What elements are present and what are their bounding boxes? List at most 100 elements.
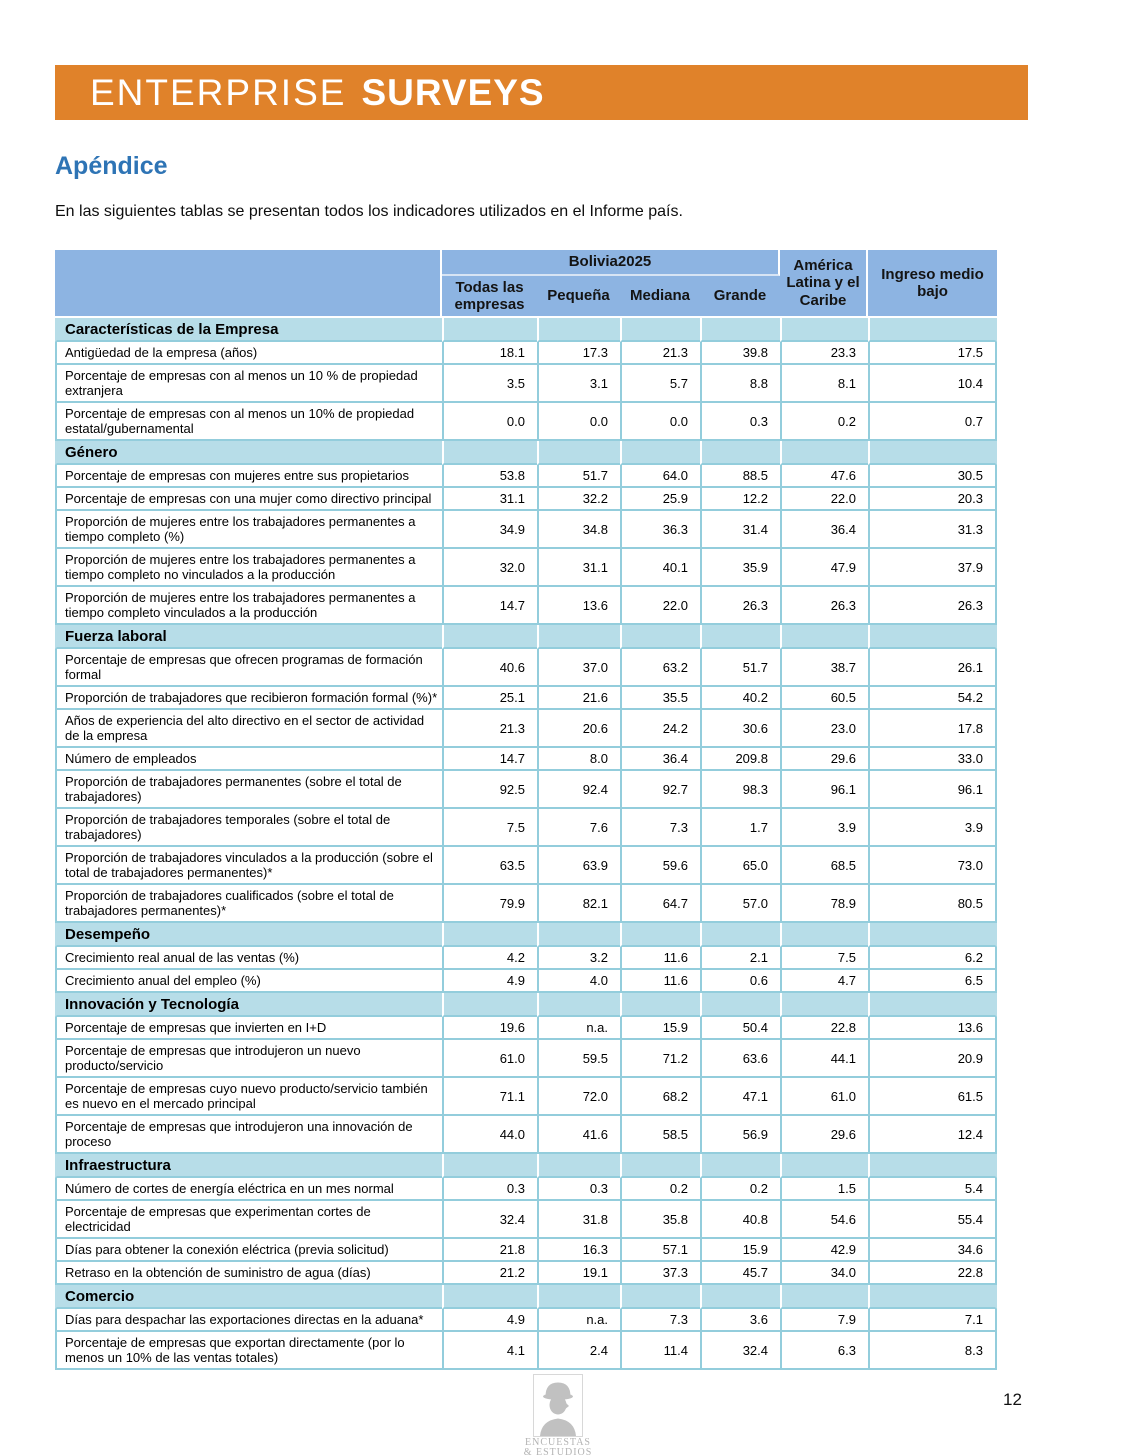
value-cell: 13.6 — [537, 587, 620, 625]
section-title: Innovación y Tecnología — [55, 993, 442, 1017]
value-cell: 15.9 — [620, 1017, 700, 1040]
value-cell: 44.1 — [780, 1040, 868, 1078]
value-cell: 0.2 — [780, 403, 868, 441]
table-row: Proporción de mujeres entre los trabajad… — [55, 549, 997, 587]
section-cell — [442, 318, 537, 342]
section-cell — [868, 993, 997, 1017]
value-cell: 61.5 — [868, 1078, 997, 1116]
value-cell: 7.3 — [620, 1309, 700, 1332]
value-cell: 29.6 — [780, 1116, 868, 1154]
value-cell: 26.3 — [700, 587, 780, 625]
row-label: Proporción de trabajadores temporales (s… — [55, 809, 442, 847]
table-row: Porcentaje de empresas con mujeres entre… — [55, 465, 997, 488]
value-cell: 32.4 — [442, 1201, 537, 1239]
value-cell: 12.2 — [700, 488, 780, 511]
value-cell: 0.0 — [620, 403, 700, 441]
section-row: Infraestructura — [55, 1154, 997, 1178]
section-cell — [868, 1154, 997, 1178]
section-cell — [620, 318, 700, 342]
value-cell: 4.2 — [442, 947, 537, 970]
value-cell: 3.2 — [537, 947, 620, 970]
section-cell — [620, 441, 700, 465]
header-group-bolivia: Bolivia2025 — [442, 250, 780, 276]
value-cell: 42.9 — [780, 1239, 868, 1262]
value-cell: 44.0 — [442, 1116, 537, 1154]
header-corner-cell — [55, 250, 442, 318]
value-cell: 25.9 — [620, 488, 700, 511]
section-cell — [868, 441, 997, 465]
value-cell: 22.8 — [780, 1017, 868, 1040]
value-cell: 5.4 — [868, 1178, 997, 1201]
header-col-america-latina: América Latina y el Caribe — [780, 250, 868, 318]
row-label: Proporción de mujeres entre los trabajad… — [55, 587, 442, 625]
table-row: Porcentaje de empresas con al menos un 1… — [55, 403, 997, 441]
row-label: Retraso en la obtención de suministro de… — [55, 1262, 442, 1285]
value-cell: 35.5 — [620, 687, 700, 710]
value-cell: 18.1 — [442, 342, 537, 365]
value-cell: 59.5 — [537, 1040, 620, 1078]
value-cell: 57.0 — [700, 885, 780, 923]
table-row: Proporción de trabajadores vinculados a … — [55, 847, 997, 885]
row-label: Días para obtener la conexión eléctrica … — [55, 1239, 442, 1262]
value-cell: 36.4 — [620, 748, 700, 771]
table-row: Número de cortes de energía eléctrica en… — [55, 1178, 997, 1201]
value-cell: 34.0 — [780, 1262, 868, 1285]
encuestas-estudios-logo — [533, 1374, 583, 1437]
table-row: Proporción de trabajadores permanentes (… — [55, 771, 997, 809]
value-cell: 8.8 — [700, 365, 780, 403]
appendix-table: Bolivia2025 América Latina y el Caribe I… — [55, 250, 997, 1370]
section-cell — [620, 1154, 700, 1178]
value-cell: 92.5 — [442, 771, 537, 809]
value-cell: 31.8 — [537, 1201, 620, 1239]
logo-caption-line2: & ESTUDIOS — [523, 1447, 593, 1456]
value-cell: 16.3 — [537, 1239, 620, 1262]
value-cell: 4.9 — [442, 970, 537, 993]
section-cell — [700, 318, 780, 342]
table-row: Crecimiento real anual de las ventas (%)… — [55, 947, 997, 970]
value-cell: 0.3 — [700, 403, 780, 441]
value-cell: 41.6 — [537, 1116, 620, 1154]
value-cell: 40.6 — [442, 649, 537, 687]
section-cell — [442, 1154, 537, 1178]
value-cell: 11.6 — [620, 970, 700, 993]
value-cell: 37.3 — [620, 1262, 700, 1285]
row-label: Porcentaje de empresas que introdujeron … — [55, 1040, 442, 1078]
value-cell: 3.6 — [700, 1309, 780, 1332]
logo-caption: ENCUESTAS & ESTUDIOS — [508, 1438, 608, 1456]
value-cell: 7.5 — [442, 809, 537, 847]
section-cell — [780, 993, 868, 1017]
table-row: Proporción de mujeres entre los trabajad… — [55, 511, 997, 549]
value-cell: 1.7 — [700, 809, 780, 847]
banner-title-surveys: SURVEYS — [361, 71, 545, 113]
row-label: Proporción de trabajadores vinculados a … — [55, 847, 442, 885]
value-cell: 0.2 — [620, 1178, 700, 1201]
value-cell: 17.8 — [868, 710, 997, 748]
row-label: Porcentaje de empresas con al menos un 1… — [55, 403, 442, 441]
value-cell: 35.9 — [700, 549, 780, 587]
value-cell: 2.4 — [537, 1332, 620, 1370]
row-label: Porcentaje de empresas con una mujer com… — [55, 488, 442, 511]
section-cell — [700, 625, 780, 649]
table-row: Porcentaje de empresas que introdujeron … — [55, 1116, 997, 1154]
table-row: Proporción de trabajadores temporales (s… — [55, 809, 997, 847]
value-cell: 63.6 — [700, 1040, 780, 1078]
header-col-pequena: Pequeña — [537, 276, 620, 318]
value-cell: 40.2 — [700, 687, 780, 710]
section-cell — [537, 1154, 620, 1178]
value-cell: 21.3 — [620, 342, 700, 365]
table-row: Proporción de trabajadores que recibiero… — [55, 687, 997, 710]
value-cell: 25.1 — [442, 687, 537, 710]
value-cell: 17.5 — [868, 342, 997, 365]
table-row: Antigüedad de la empresa (años) 18.1 17.3 2… — [55, 342, 997, 365]
value-cell: 8.0 — [537, 748, 620, 771]
value-cell: 29.6 — [780, 748, 868, 771]
value-cell: 31.4 — [700, 511, 780, 549]
value-cell: 32.4 — [700, 1332, 780, 1370]
value-cell: 7.9 — [780, 1309, 868, 1332]
section-cell — [700, 1154, 780, 1178]
value-cell: 47.6 — [780, 465, 868, 488]
section-row: Desempeño — [55, 923, 997, 947]
value-cell: 7.3 — [620, 809, 700, 847]
value-cell: 4.0 — [537, 970, 620, 993]
table-row: Años de experiencia del alto directivo e… — [55, 710, 997, 748]
